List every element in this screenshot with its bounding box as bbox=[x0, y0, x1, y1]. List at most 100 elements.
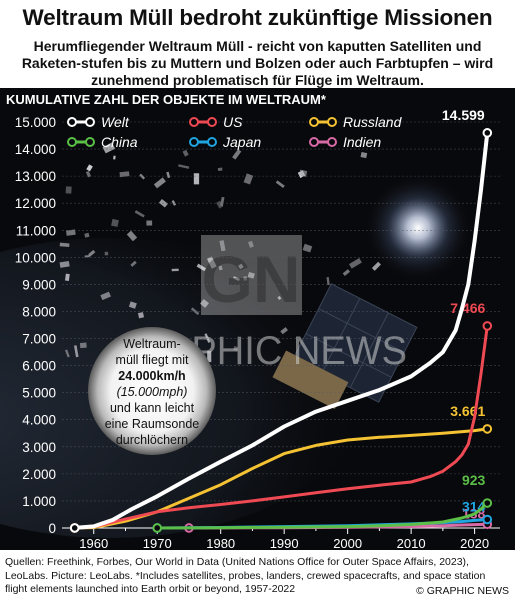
debris-fragment bbox=[111, 218, 119, 227]
debris-fragment bbox=[126, 230, 138, 242]
chart: GN GRAPHIC NEWS 01.0002.0003.0004.0005.0… bbox=[0, 107, 500, 550]
debris-fragment bbox=[326, 276, 330, 286]
debris-fragment bbox=[65, 229, 76, 236]
debris-fragment bbox=[360, 152, 368, 159]
debris-fragment bbox=[104, 251, 109, 256]
legend-item-welt: Welt bbox=[67, 114, 130, 130]
y-axis-tick-labels: 0 1.000 2.000 3.000 4.000 5.000 6.000 7.000 8.00… bbox=[15, 115, 56, 536]
debris-fragment bbox=[219, 240, 226, 252]
legend-label: Indien bbox=[343, 134, 381, 150]
debris-fragment bbox=[84, 232, 90, 238]
debris-fragment bbox=[139, 173, 146, 180]
debris-fragment bbox=[119, 171, 130, 178]
debris-fragments bbox=[59, 142, 386, 363]
page-subtitle: Herumfliegender Weltraum Müll - reicht v… bbox=[0, 36, 515, 90]
series-china: 923 bbox=[152, 472, 493, 533]
satellite-illustration bbox=[272, 283, 418, 410]
series-line bbox=[73, 324, 489, 530]
y-tick-label: 11.000 bbox=[16, 223, 56, 238]
y-tick-label: 9.000 bbox=[22, 277, 56, 292]
debris-fragment bbox=[199, 298, 209, 308]
debris-fragment bbox=[275, 180, 285, 188]
y-tick-label: 14.000 bbox=[15, 142, 56, 157]
debris-fragment bbox=[207, 351, 212, 363]
x-tick-label: 1980 bbox=[206, 536, 235, 550]
copyright-credit: © GRAPHIC NEWS bbox=[416, 585, 509, 597]
debris-fragment bbox=[100, 291, 111, 301]
debris-fragment bbox=[79, 342, 87, 349]
legend-label: China bbox=[101, 134, 138, 150]
series-end-label: 14.599 bbox=[442, 107, 485, 123]
debris-fragment bbox=[247, 271, 255, 279]
callout-speed-mph: (15.000mph) bbox=[116, 385, 188, 399]
callout-line-5: und kann leicht bbox=[109, 401, 195, 415]
legend-swatch-dot bbox=[309, 117, 319, 127]
legend-item-indien: Indien bbox=[309, 134, 381, 150]
debris-fragment bbox=[248, 240, 254, 248]
debris-fragment bbox=[348, 258, 362, 269]
debris-fragment bbox=[128, 301, 137, 309]
debris-fragment bbox=[280, 327, 288, 335]
debris-fragment bbox=[65, 273, 70, 282]
legend-swatch-dot bbox=[207, 117, 217, 127]
footer bbox=[0, 550, 515, 605]
y-tick-label: 3.000 bbox=[22, 440, 56, 455]
debris-fragment bbox=[232, 276, 240, 282]
y-tick-label: 2.000 bbox=[22, 467, 56, 482]
debris-fragment bbox=[277, 295, 282, 300]
series-end-point bbox=[482, 424, 493, 434]
legend-item-russland: Russland bbox=[309, 114, 403, 130]
series-end-point bbox=[482, 321, 493, 331]
gn-logo-text: GN bbox=[202, 242, 301, 316]
legend-item-japan: Japan bbox=[189, 134, 261, 150]
series-end-point bbox=[482, 498, 493, 508]
debris-fragment bbox=[299, 169, 308, 177]
legend-label: Japan bbox=[222, 134, 261, 150]
legend: Welt US Russland China Japan Indien bbox=[67, 114, 403, 150]
x-tick-label: 1970 bbox=[143, 536, 172, 550]
debris-fragment bbox=[302, 243, 313, 253]
sources-note: Quellen: Freethink, Forbes, Our World in… bbox=[5, 556, 486, 595]
debris-fragment bbox=[206, 256, 217, 269]
y-tick-label: 15.000 bbox=[15, 115, 56, 130]
debris-fragment bbox=[216, 200, 224, 209]
legend-item-china: China bbox=[67, 134, 138, 150]
callout-speed-kmh: 24.000km/h bbox=[118, 369, 186, 383]
legend-label: Welt bbox=[101, 114, 130, 130]
debris-fragment bbox=[130, 260, 137, 267]
debris-fragment bbox=[65, 349, 70, 358]
series-end-point bbox=[482, 514, 493, 525]
legend-swatch-dot bbox=[327, 117, 337, 127]
speed-callout-bubble bbox=[88, 327, 216, 455]
debris-fragment bbox=[243, 276, 247, 281]
debris-fragment bbox=[85, 170, 92, 178]
debris-fragment bbox=[86, 164, 93, 172]
debris-fragment bbox=[178, 164, 190, 169]
y-tick-label: 7.000 bbox=[22, 332, 56, 347]
debris-fragment bbox=[137, 312, 145, 319]
legend-swatch-dot bbox=[189, 117, 199, 127]
legend-label: Russland bbox=[343, 114, 403, 130]
x-tick-label: 2020 bbox=[460, 536, 489, 550]
debris-fragment bbox=[59, 260, 70, 268]
y-tick-label: 0 bbox=[48, 521, 56, 536]
series-end-label: 7.466 bbox=[450, 300, 485, 316]
y-tick-label: 6.000 bbox=[22, 359, 56, 374]
x-tick-label: 1960 bbox=[79, 536, 108, 550]
x-tick-label: 2010 bbox=[397, 536, 426, 550]
y-tick-label: 5.000 bbox=[22, 386, 56, 401]
debris-fragment bbox=[113, 155, 116, 160]
y-tick-label: 8.000 bbox=[22, 304, 56, 319]
debris-fragment bbox=[153, 177, 166, 189]
debris-fragment bbox=[166, 171, 171, 179]
debris-fragment bbox=[146, 220, 153, 226]
legend-item-us: US bbox=[189, 114, 243, 130]
series-line bbox=[155, 501, 489, 530]
debris-fragment bbox=[171, 200, 177, 206]
debris-fragment bbox=[102, 142, 116, 154]
debris-fragment bbox=[134, 210, 145, 218]
series-end-label: 923 bbox=[462, 472, 486, 488]
x-tick-label: 1990 bbox=[270, 536, 299, 550]
y-tick-label: 10.000 bbox=[15, 250, 56, 265]
